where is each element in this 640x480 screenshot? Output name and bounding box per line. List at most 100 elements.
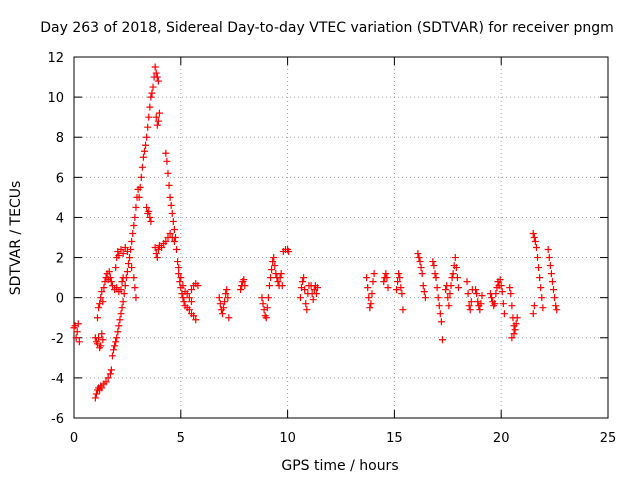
chart-title: Day 263 of 2018, Sidereal Day-to-day VTE… (40, 20, 614, 36)
data-point (398, 290, 406, 298)
data-point (72, 334, 80, 342)
data-point (92, 390, 100, 398)
data-point (129, 229, 137, 237)
data-point (435, 302, 443, 310)
data-point (168, 209, 176, 217)
data-point (152, 69, 160, 77)
data-point (511, 326, 519, 334)
data-point (267, 274, 275, 282)
y-tick-label: 4 (56, 211, 64, 226)
data-point (538, 294, 546, 302)
data-point (175, 270, 183, 278)
data-point (140, 147, 148, 155)
data-point (436, 310, 444, 318)
data-point (499, 300, 507, 308)
data-point (414, 250, 422, 258)
y-tick-label: -6 (51, 412, 64, 427)
data-point (368, 290, 376, 298)
data-point (438, 336, 446, 344)
data-point (240, 276, 248, 284)
data-point (185, 306, 193, 314)
grid (74, 57, 608, 418)
data-point (183, 290, 191, 298)
data-point (216, 300, 224, 308)
data-point (432, 274, 440, 282)
data-point (446, 290, 454, 298)
data-point (115, 252, 123, 260)
data-point (529, 229, 537, 237)
data-point (120, 290, 128, 298)
data-point (179, 294, 187, 302)
data-point (492, 290, 500, 298)
data-point (118, 304, 126, 312)
data-point (534, 254, 542, 262)
data-point (472, 286, 480, 294)
data-point (546, 262, 554, 270)
data-point (146, 213, 154, 221)
data-point (394, 278, 402, 286)
data-point (506, 284, 514, 292)
data-point (119, 250, 127, 258)
data-point (105, 268, 113, 276)
data-point (93, 314, 101, 322)
data-point (263, 304, 271, 312)
data-point (131, 213, 139, 221)
data-point (139, 153, 147, 161)
data-point (192, 316, 200, 324)
data-point (132, 294, 140, 302)
data-point (241, 282, 249, 290)
data-point (370, 270, 378, 278)
data-point (113, 284, 121, 292)
data-point (449, 270, 457, 278)
data-point (225, 314, 233, 322)
data-point (194, 282, 202, 290)
data-point (397, 284, 405, 292)
data-point (539, 304, 547, 312)
data-point (276, 274, 284, 282)
data-point (158, 244, 166, 252)
data-point (170, 238, 178, 246)
x-tick-label: 5 (177, 431, 185, 446)
data-point (173, 246, 181, 254)
data-point (488, 294, 496, 302)
data-point (476, 306, 484, 314)
data-point (237, 286, 245, 294)
data-point (147, 217, 155, 225)
data-point (530, 234, 538, 241)
data-point (162, 149, 170, 157)
axis-ticks: 0 5 10 15 20 25 -6 -4 -2 0 2 4 6 8 10 12 (47, 51, 616, 446)
data-point (164, 169, 172, 177)
data-point (155, 109, 163, 117)
data-point (117, 246, 125, 254)
data-point (421, 294, 429, 302)
data-point (478, 292, 486, 300)
data-point (215, 294, 223, 302)
data-point (415, 254, 423, 262)
data-point (262, 314, 270, 322)
data-point (179, 282, 187, 290)
data-point (296, 294, 304, 302)
data-point (453, 274, 461, 282)
data-point (163, 157, 171, 165)
data-point (278, 282, 286, 290)
data-point (530, 302, 538, 310)
data-point (177, 274, 185, 282)
x-axis-label: GPS time / hours (281, 458, 398, 474)
data-point (97, 294, 105, 302)
data-point (119, 298, 127, 306)
data-point (187, 298, 195, 306)
data-point (269, 258, 277, 266)
data-point (154, 77, 162, 85)
data-point (507, 290, 515, 298)
y-tick-label: 12 (47, 51, 64, 66)
data-point (442, 286, 450, 294)
data-point (447, 282, 455, 290)
data-point (309, 296, 317, 304)
data-point (466, 306, 474, 314)
data-point (152, 113, 160, 121)
data-point (108, 282, 116, 290)
data-point (145, 207, 153, 215)
data-point (91, 394, 99, 402)
plot-frame (73, 56, 609, 419)
